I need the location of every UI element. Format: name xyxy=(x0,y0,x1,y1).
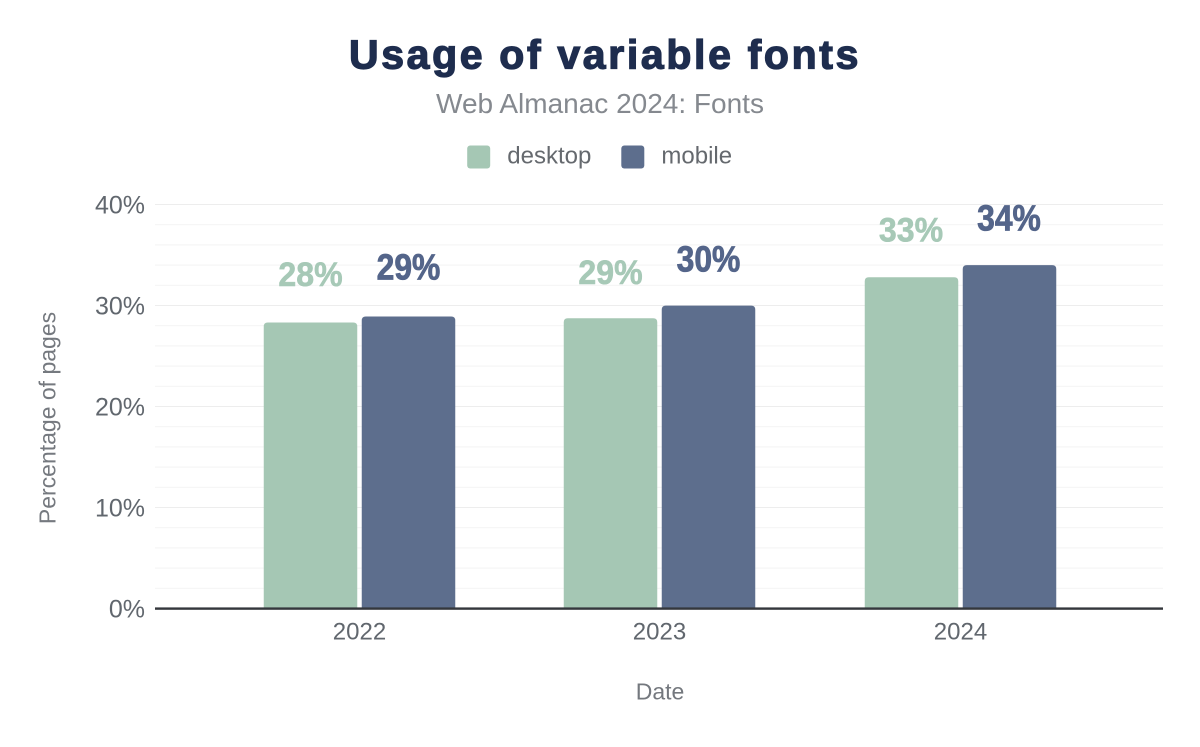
svg-text:29%: 29% xyxy=(578,254,642,292)
svg-text:Date: Date xyxy=(636,679,685,705)
svg-text:2023: 2023 xyxy=(633,619,686,646)
svg-text:30%: 30% xyxy=(677,240,741,280)
svg-text:Web Almanac 2024: Fonts: Web Almanac 2024: Fonts xyxy=(436,88,764,119)
svg-text:40%: 40% xyxy=(95,192,145,220)
svg-text:33%: 33% xyxy=(879,211,943,249)
svg-text:29%: 29% xyxy=(377,248,441,288)
svg-text:desktop: desktop xyxy=(507,143,591,170)
svg-text:Usage of variable fonts: Usage of variable fonts xyxy=(349,32,861,78)
svg-text:Percentage of pages: Percentage of pages xyxy=(35,312,61,524)
svg-text:30%: 30% xyxy=(95,293,145,321)
svg-text:mobile: mobile xyxy=(661,143,732,170)
svg-text:0%: 0% xyxy=(109,596,145,624)
svg-text:2024: 2024 xyxy=(934,619,987,646)
svg-text:10%: 10% xyxy=(95,495,145,523)
svg-text:2022: 2022 xyxy=(333,619,386,646)
svg-text:34%: 34% xyxy=(977,199,1041,239)
svg-text:20%: 20% xyxy=(95,394,145,422)
svg-text:28%: 28% xyxy=(278,256,342,294)
